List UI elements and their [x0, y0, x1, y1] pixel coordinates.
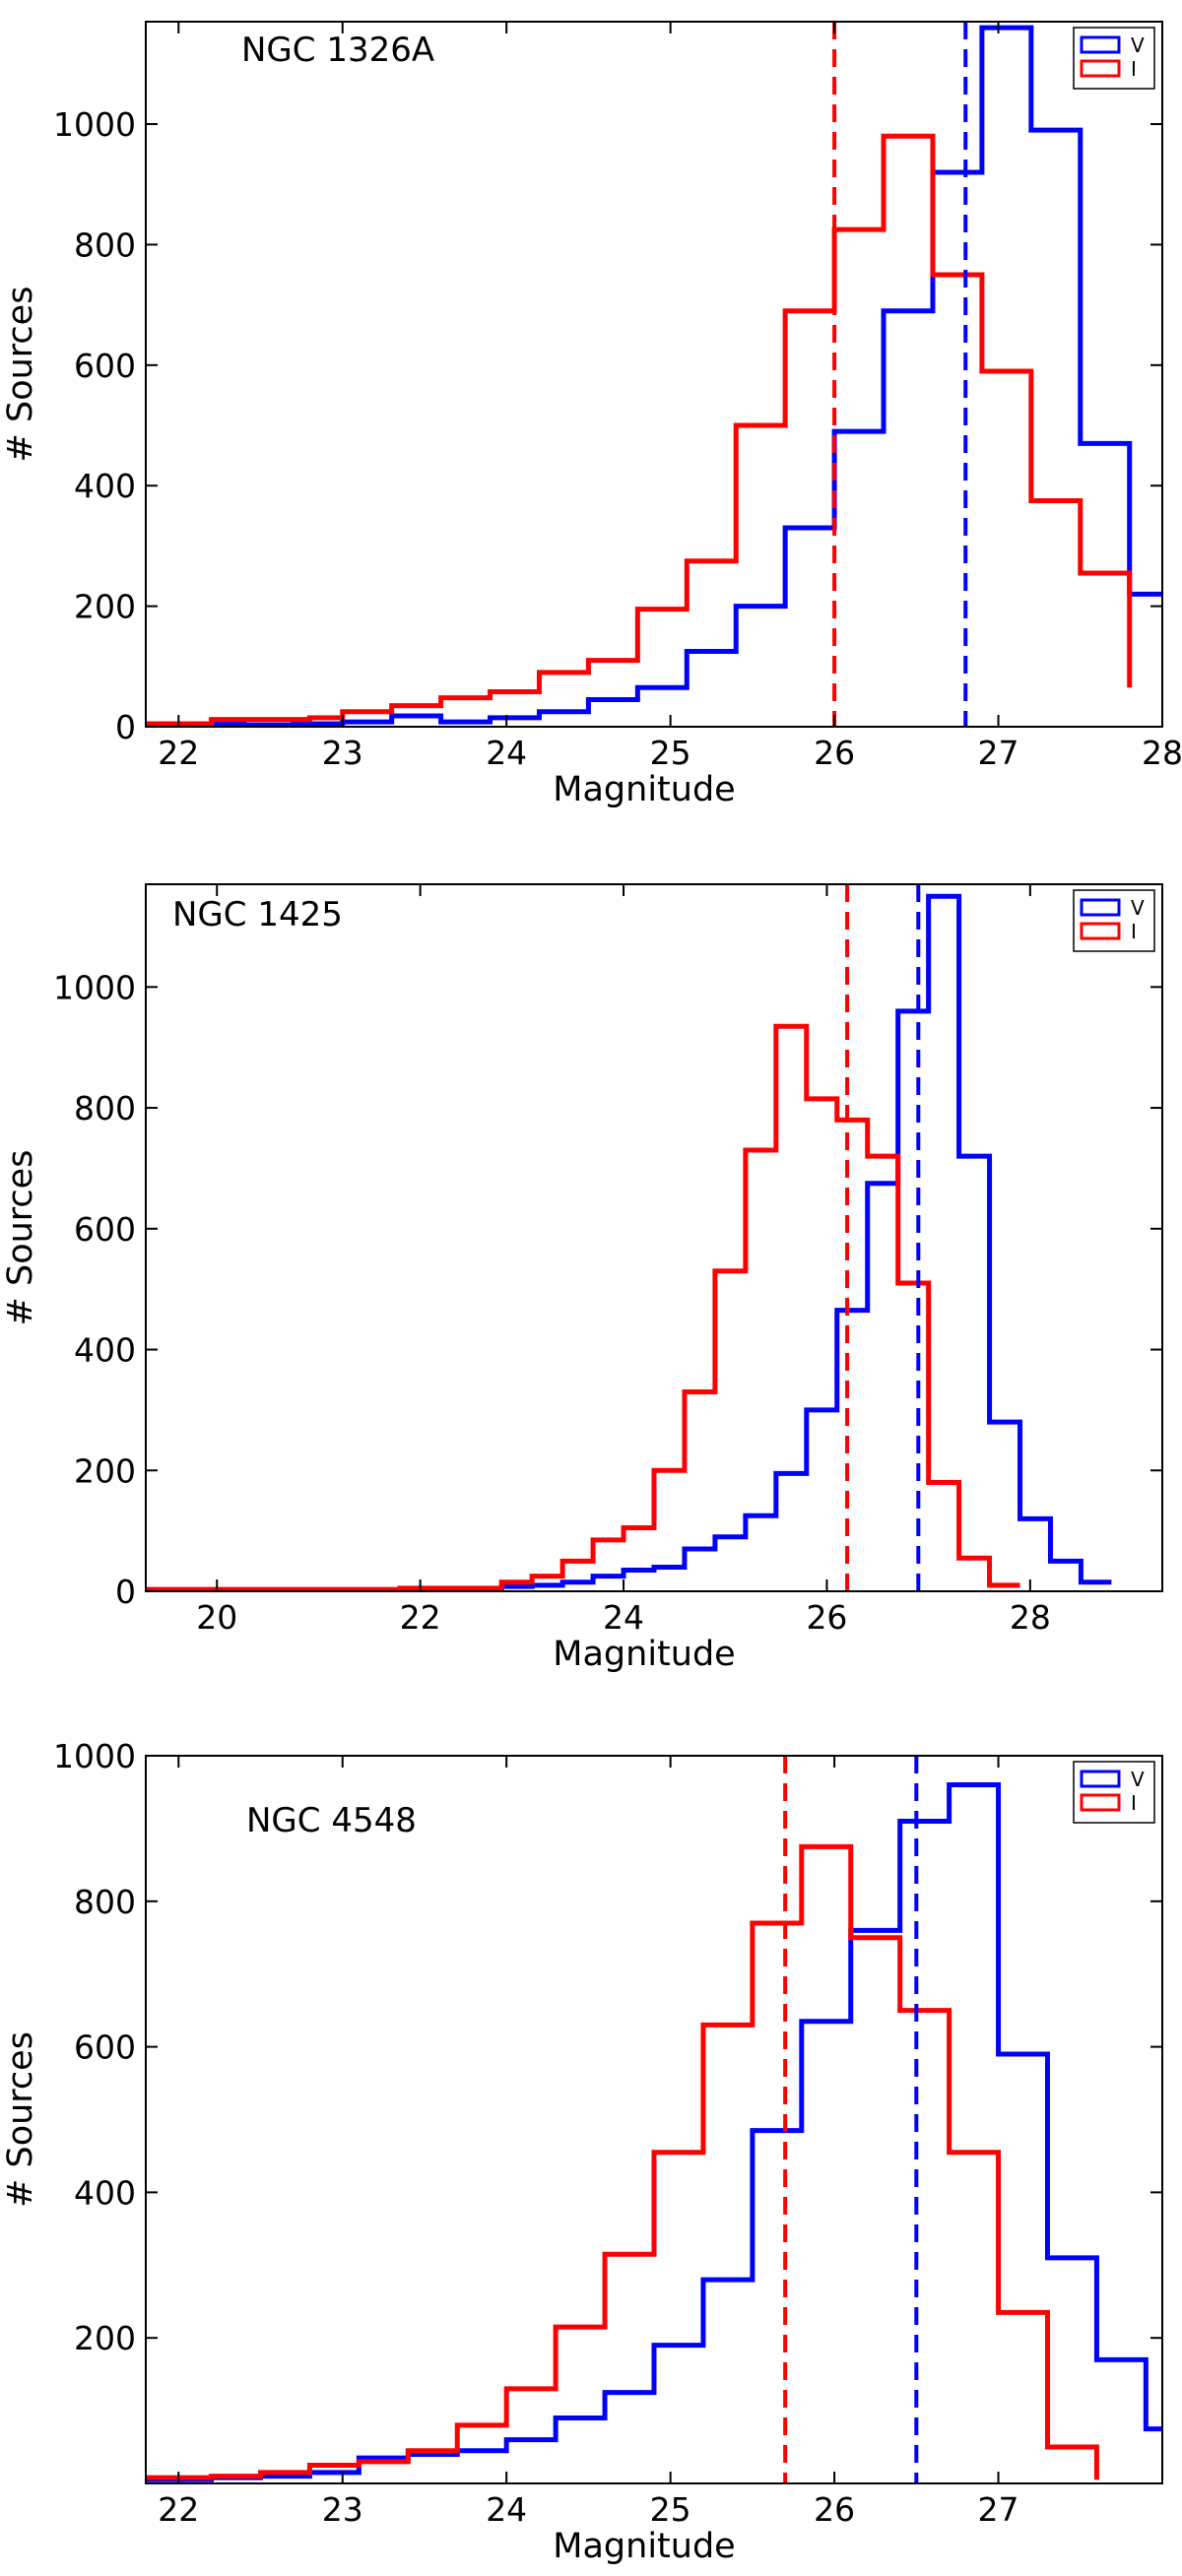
- x-tick-label: 22: [400, 1598, 441, 1637]
- x-tick-label: 22: [158, 2490, 199, 2529]
- legend-swatch-v: [1080, 35, 1121, 54]
- legend-label-v: V: [1131, 1768, 1145, 1791]
- y-axis-label: # Sources: [1, 287, 40, 463]
- panel-title: NGC 1425: [172, 895, 343, 934]
- y-tick-label: 200: [74, 2319, 136, 2357]
- y-tick-label: 200: [74, 1451, 136, 1490]
- x-axis-label: Magnitude: [553, 2527, 735, 2566]
- legend: VI: [1073, 27, 1155, 90]
- x-tick-label: 28: [1142, 734, 1182, 772]
- legend-swatch-i: [1080, 59, 1121, 78]
- y-tick-label: 1000: [53, 1737, 136, 1775]
- legend-label-v: V: [1131, 896, 1145, 920]
- histogram-series-v: [146, 25, 1162, 727]
- y-tick-label: 0: [115, 708, 136, 746]
- legend: VI: [1073, 1761, 1155, 1824]
- y-tick-label: 400: [74, 1331, 136, 1370]
- y-tick-label: 0: [115, 1573, 136, 1611]
- x-tick-label: 25: [650, 2490, 691, 2529]
- x-tick-label: 26: [814, 734, 855, 772]
- x-tick-label: 20: [196, 1598, 237, 1637]
- y-tick-label: 600: [74, 2029, 136, 2067]
- y-tick-label: 800: [74, 225, 136, 264]
- panel-title: NGC 1326A: [241, 31, 434, 70]
- plot-frame: [145, 1755, 1163, 2484]
- legend-swatch-i: [1080, 922, 1121, 940]
- legend: VI: [1073, 889, 1155, 952]
- y-tick-label: 800: [74, 1089, 136, 1127]
- x-tick-label: 22: [158, 734, 199, 772]
- panel-title: NGC 4548: [246, 1801, 417, 1840]
- x-tick-label: 27: [978, 734, 1019, 772]
- histogram-series-i: [146, 1843, 1099, 2480]
- y-tick-label: 600: [74, 347, 136, 385]
- y-tick-label: 600: [74, 1210, 136, 1249]
- x-tick-label: 23: [322, 734, 363, 772]
- y-tick-label: 400: [74, 2173, 136, 2212]
- y-axis-label: # Sources: [1, 1150, 40, 1326]
- x-tick-label: 26: [806, 1598, 847, 1637]
- x-axis-label: Magnitude: [553, 1635, 735, 1674]
- chart-panel-1: 22 23 24 25 26 27 28 0 200 400 600 800 1000 Magnitude…: [1, 21, 1182, 809]
- legend-label-v: V: [1131, 33, 1145, 57]
- histogram-series-i: [146, 133, 1133, 727]
- x-tick-label: 24: [486, 734, 527, 772]
- y-axis-label: # Sources: [1, 2031, 40, 2208]
- chart-panel-2: 20 22 24 26 28 0 200 400 600 800 1000 Magnitude # So…: [1, 883, 1163, 1674]
- legend-label-i: I: [1131, 920, 1137, 943]
- histogram-series-i: [146, 1023, 1020, 1591]
- y-tick-label: 200: [74, 588, 136, 626]
- x-tick-label: 24: [603, 1598, 644, 1637]
- plot-frame: [145, 883, 1163, 1592]
- x-tick-label: 23: [322, 2490, 363, 2529]
- x-tick-label: 28: [1010, 1598, 1051, 1637]
- legend-swatch-v: [1080, 898, 1121, 917]
- y-tick-label: 800: [74, 1883, 136, 1921]
- chart-panel-3: 22 23 24 25 26 27 200 400 600 800 1000 Magnitude # S…: [1, 1737, 1163, 2566]
- legend-label-i: I: [1131, 57, 1137, 81]
- y-tick-label: 400: [74, 467, 136, 505]
- x-axis-label: Magnitude: [553, 770, 735, 809]
- x-tick-label: 25: [650, 734, 691, 772]
- y-tick-label: 1000: [53, 968, 136, 1006]
- plot-frame: [145, 21, 1163, 728]
- x-tick-label: 27: [978, 2490, 1019, 2529]
- legend-label-i: I: [1131, 1791, 1137, 1815]
- legend-swatch-v: [1080, 1770, 1121, 1788]
- x-tick-label: 26: [814, 2490, 855, 2529]
- histogram-series-v: [146, 1782, 1162, 2482]
- x-tick-label: 24: [486, 2490, 527, 2529]
- legend-swatch-i: [1080, 1793, 1121, 1812]
- histogram-series-v: [146, 893, 1112, 1591]
- y-tick-label: 1000: [53, 105, 136, 144]
